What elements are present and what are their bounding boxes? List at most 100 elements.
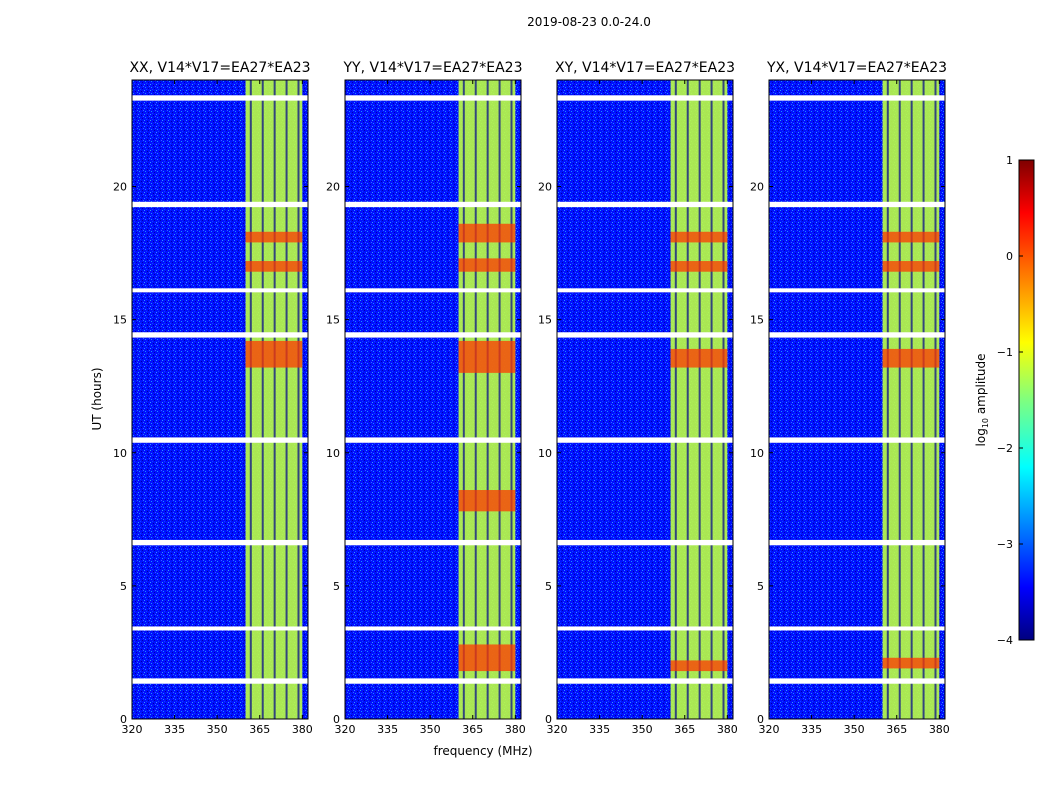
panel-title: XY, V14*V17=EA27*EA23 bbox=[555, 60, 735, 76]
flagged-row bbox=[132, 539, 308, 544]
y-tick-label: 5 bbox=[545, 580, 552, 593]
x-tick-label: 365 bbox=[886, 723, 907, 736]
hot-segment bbox=[882, 657, 940, 669]
x-tick-label: 365 bbox=[674, 723, 695, 736]
colorbar-label-main: log bbox=[974, 428, 988, 446]
suptitle: 2019-08-23 0.0-24.0 bbox=[527, 15, 651, 29]
hot-segment bbox=[670, 348, 728, 368]
channel-gap bbox=[886, 80, 889, 719]
panel-3: XY, V14*V17=EA27*EA23 320 335 350 365 380 0 5 10… bbox=[538, 60, 738, 736]
channel-gap bbox=[261, 80, 264, 719]
y-tick-label: 0 bbox=[757, 713, 764, 726]
hot-segment bbox=[882, 231, 940, 243]
panel-2: YY, V14*V17=EA27*EA23 320 335 350 365 380 0 5 10… bbox=[326, 60, 526, 736]
y-tick-label: 5 bbox=[120, 580, 127, 593]
panel-frame bbox=[556, 79, 734, 720]
y-tick-label: 15 bbox=[750, 314, 764, 327]
y-tick-label: 0 bbox=[120, 713, 127, 726]
flagged-row bbox=[557, 332, 733, 337]
y-tick-label: 20 bbox=[538, 181, 552, 194]
x-tick-label: 350 bbox=[844, 723, 865, 736]
x-tick-label: 350 bbox=[420, 723, 441, 736]
flagged-row bbox=[769, 95, 945, 100]
y-tick-label: 10 bbox=[326, 447, 340, 460]
channel-gap bbox=[273, 80, 276, 719]
y-tick-label: 10 bbox=[113, 447, 127, 460]
panel-title: YY, V14*V17=EA27*EA23 bbox=[343, 60, 523, 76]
flagged-row bbox=[557, 288, 733, 293]
x-tick-label: 335 bbox=[164, 723, 185, 736]
y-tick-label: 15 bbox=[326, 314, 340, 327]
channel-gap bbox=[474, 80, 477, 719]
panel-title: XX, V14*V17=EA27*EA23 bbox=[129, 60, 310, 76]
flagged-row bbox=[557, 201, 733, 206]
colorbar: 10−1−2−3−4 log10 amplitude bbox=[974, 154, 1035, 647]
colorbar-tick-label: −4 bbox=[997, 634, 1013, 647]
panel-1: XX, V14*V17=EA27*EA23 320 335 350 365 380 0 5 10… bbox=[113, 60, 313, 736]
colorbar-tick-label: −2 bbox=[997, 442, 1013, 455]
flagged-row bbox=[769, 332, 945, 337]
x-tick-label: 365 bbox=[462, 723, 483, 736]
flagged-row bbox=[345, 95, 521, 100]
flagged-row bbox=[769, 438, 945, 443]
hot-segment bbox=[458, 258, 516, 272]
colorbar-gradient bbox=[1018, 159, 1035, 641]
hot-segment bbox=[670, 231, 728, 243]
channel-gap bbox=[486, 80, 489, 719]
y-tick-label: 20 bbox=[326, 181, 340, 194]
flagged-row bbox=[769, 539, 945, 544]
channel-gap bbox=[922, 80, 925, 719]
y-axis-label: UT (hours) bbox=[90, 367, 104, 430]
panel-frame bbox=[768, 79, 946, 720]
x-tick-label: 350 bbox=[207, 723, 228, 736]
x-tick-label: 380 bbox=[292, 723, 313, 736]
y-tick-label: 15 bbox=[113, 314, 127, 327]
flagged-row bbox=[132, 678, 308, 683]
flagged-row bbox=[132, 95, 308, 100]
channel-gap bbox=[674, 80, 677, 719]
channel-gap bbox=[249, 80, 252, 719]
flagged-row bbox=[769, 288, 945, 293]
panel-4: YX, V14*V17=EA27*EA23 320 335 350 365 380 0 5 10… bbox=[750, 60, 950, 736]
x-tick-label: 320 bbox=[547, 723, 568, 736]
colorbar-tick-label: 0 bbox=[1006, 250, 1013, 263]
x-tick-label: 320 bbox=[335, 723, 356, 736]
hot-segment bbox=[458, 644, 516, 672]
x-tick-label: 335 bbox=[589, 723, 610, 736]
flagged-row bbox=[557, 438, 733, 443]
flagged-row bbox=[557, 678, 733, 683]
channel-gap bbox=[698, 80, 701, 719]
channel-gap bbox=[462, 80, 465, 719]
flagged-row bbox=[769, 626, 945, 631]
hot-segment bbox=[670, 261, 728, 272]
flagged-row bbox=[132, 438, 308, 443]
y-tick-label: 5 bbox=[757, 580, 764, 593]
channel-gap bbox=[285, 80, 288, 719]
flagged-row bbox=[345, 288, 521, 293]
x-axis-label: frequency (MHz) bbox=[433, 744, 532, 758]
x-tick-label: 350 bbox=[632, 723, 653, 736]
panel-title: YX, V14*V17=EA27*EA23 bbox=[766, 60, 947, 76]
hot-segment bbox=[245, 340, 303, 368]
hot-segment bbox=[245, 231, 303, 243]
channel-gap bbox=[686, 80, 689, 719]
channel-gap bbox=[898, 80, 901, 719]
hot-segment bbox=[458, 223, 516, 243]
colorbar-tick-label: −3 bbox=[997, 538, 1013, 551]
flagged-row bbox=[345, 539, 521, 544]
y-tick-label: 20 bbox=[113, 181, 127, 194]
y-tick-label: 5 bbox=[333, 580, 340, 593]
x-tick-label: 365 bbox=[249, 723, 270, 736]
hot-segment bbox=[882, 261, 940, 272]
y-tick-label: 0 bbox=[333, 713, 340, 726]
channel-gap bbox=[710, 80, 713, 719]
flagged-row bbox=[345, 201, 521, 206]
colorbar-tick-label: −1 bbox=[997, 346, 1013, 359]
flagged-row bbox=[345, 438, 521, 443]
flagged-row bbox=[132, 201, 308, 206]
flagged-row bbox=[345, 626, 521, 631]
x-tick-label: 335 bbox=[801, 723, 822, 736]
channel-gap bbox=[910, 80, 913, 719]
y-tick-label: 15 bbox=[538, 314, 552, 327]
